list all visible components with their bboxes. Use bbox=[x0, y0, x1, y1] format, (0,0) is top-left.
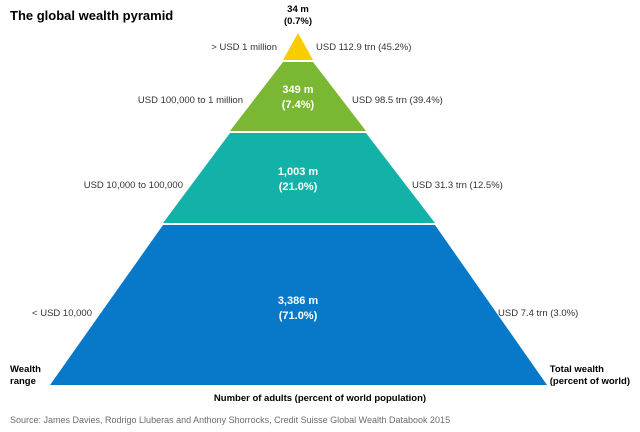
pyramid-tier-1 bbox=[283, 33, 313, 60]
wealth-range-axis-line2: range bbox=[10, 376, 36, 388]
tier-4-adults: 3,386 m bbox=[277, 295, 319, 308]
adults-axis-label: Number of adults (percent of world popul… bbox=[213, 393, 427, 404]
diagram-title: The global wealth pyramid bbox=[10, 8, 174, 23]
tier-1-wealth: USD 112.9 trn (45.2%) bbox=[316, 42, 412, 53]
tier-4-wealth: USD 7.4 trn (3.0%) bbox=[498, 308, 579, 319]
total-wealth-axis-line2: (percent of world) bbox=[549, 376, 630, 388]
tier-4-percent: (71.0%) bbox=[278, 310, 318, 322]
tier-2-wealth: USD 98.5 trn (39.4%) bbox=[352, 95, 443, 106]
tier-1-adults-label: 34 m (0.7%) bbox=[284, 4, 312, 28]
tier-3-percent: (21.0%) bbox=[278, 181, 318, 193]
tier-2-range: USD 100,000 to 1 million bbox=[137, 95, 243, 106]
source-note: Source: James Davies, Rodrigo Lluberas a… bbox=[10, 415, 451, 425]
tier-4-range: < USD 10,000 bbox=[32, 308, 92, 319]
tier-3-adults: 1,003 m bbox=[277, 166, 319, 179]
tier-1-percent: (0.7%) bbox=[284, 15, 312, 27]
pyramid-tier-2 bbox=[230, 62, 366, 131]
total-wealth-axis-label: Total wealth (percent of world) bbox=[550, 364, 630, 389]
tier-2-percent: (7.4%) bbox=[281, 99, 315, 111]
wealth-range-axis-label: Wealth range bbox=[10, 364, 41, 389]
pyramid-tier-4 bbox=[50, 225, 547, 385]
tier-2-adults-label: 349 m (7.4%) bbox=[282, 83, 314, 113]
tier-3-adults-label: 1,003 m (21.0%) bbox=[278, 165, 318, 195]
tier-4-adults-label: 3,386 m (71.0%) bbox=[278, 294, 318, 324]
total-wealth-axis-line1: Total wealth bbox=[549, 364, 604, 375]
pyramid-tier-3 bbox=[163, 133, 435, 223]
tier-1-adults: 34 m bbox=[287, 4, 309, 15]
tier-1-range: > USD 1 million bbox=[211, 42, 277, 53]
tier-3-range: USD 10,000 to 100,000 bbox=[83, 180, 183, 191]
tier-2-adults: 349 m bbox=[282, 84, 314, 97]
tier-3-wealth: USD 31.3 trn (12.5%) bbox=[412, 180, 503, 191]
wealth-range-axis-line1: Wealth bbox=[10, 364, 41, 375]
